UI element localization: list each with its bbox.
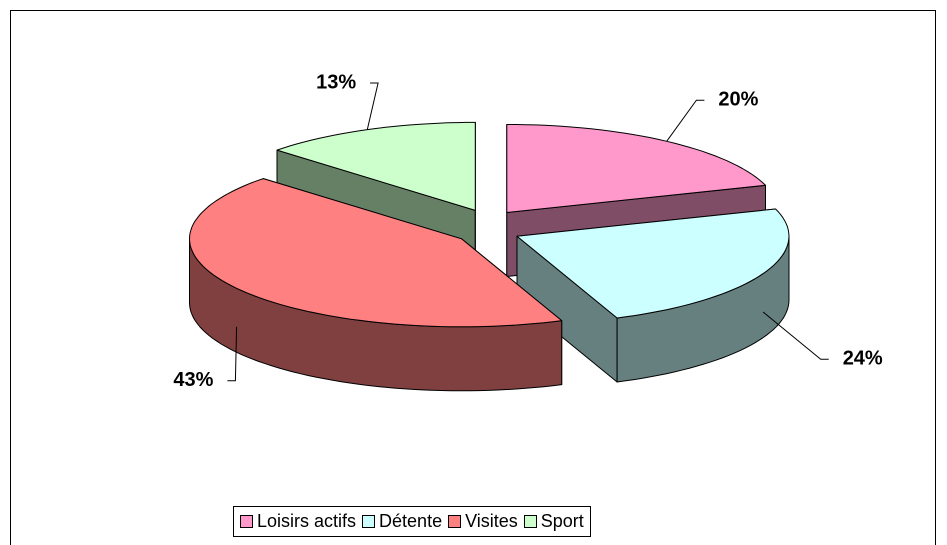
legend-label: Détente [379,511,443,531]
legend-swatch [240,515,253,528]
legend-item: Visites [448,511,518,532]
slice-top [189,178,563,328]
legend-label: Visites [465,511,518,531]
legend-item: Détente [362,511,442,532]
legend-swatch [448,515,462,528]
data-label: 24% [843,348,883,370]
chart-frame [10,10,936,545]
leader-line [666,99,705,142]
legend-label: Loisirs actifs [257,511,357,531]
legend-swatch [362,515,376,528]
legend-item: Sport [523,511,584,532]
legend: Loisirs actifs Détente Visites Sport [233,506,591,537]
legend-swatch [523,515,537,528]
slice-top [516,208,790,319]
data-label: 43% [173,369,213,391]
legend-item: Loisirs actifs [240,511,356,532]
legend-label: Sport [540,511,584,531]
slice [189,178,563,392]
data-label: 20% [718,88,758,110]
leader-line [762,311,829,360]
data-label: 13% [316,71,356,93]
leader-line [366,82,379,130]
slice [516,208,790,383]
leader-line [227,326,238,382]
